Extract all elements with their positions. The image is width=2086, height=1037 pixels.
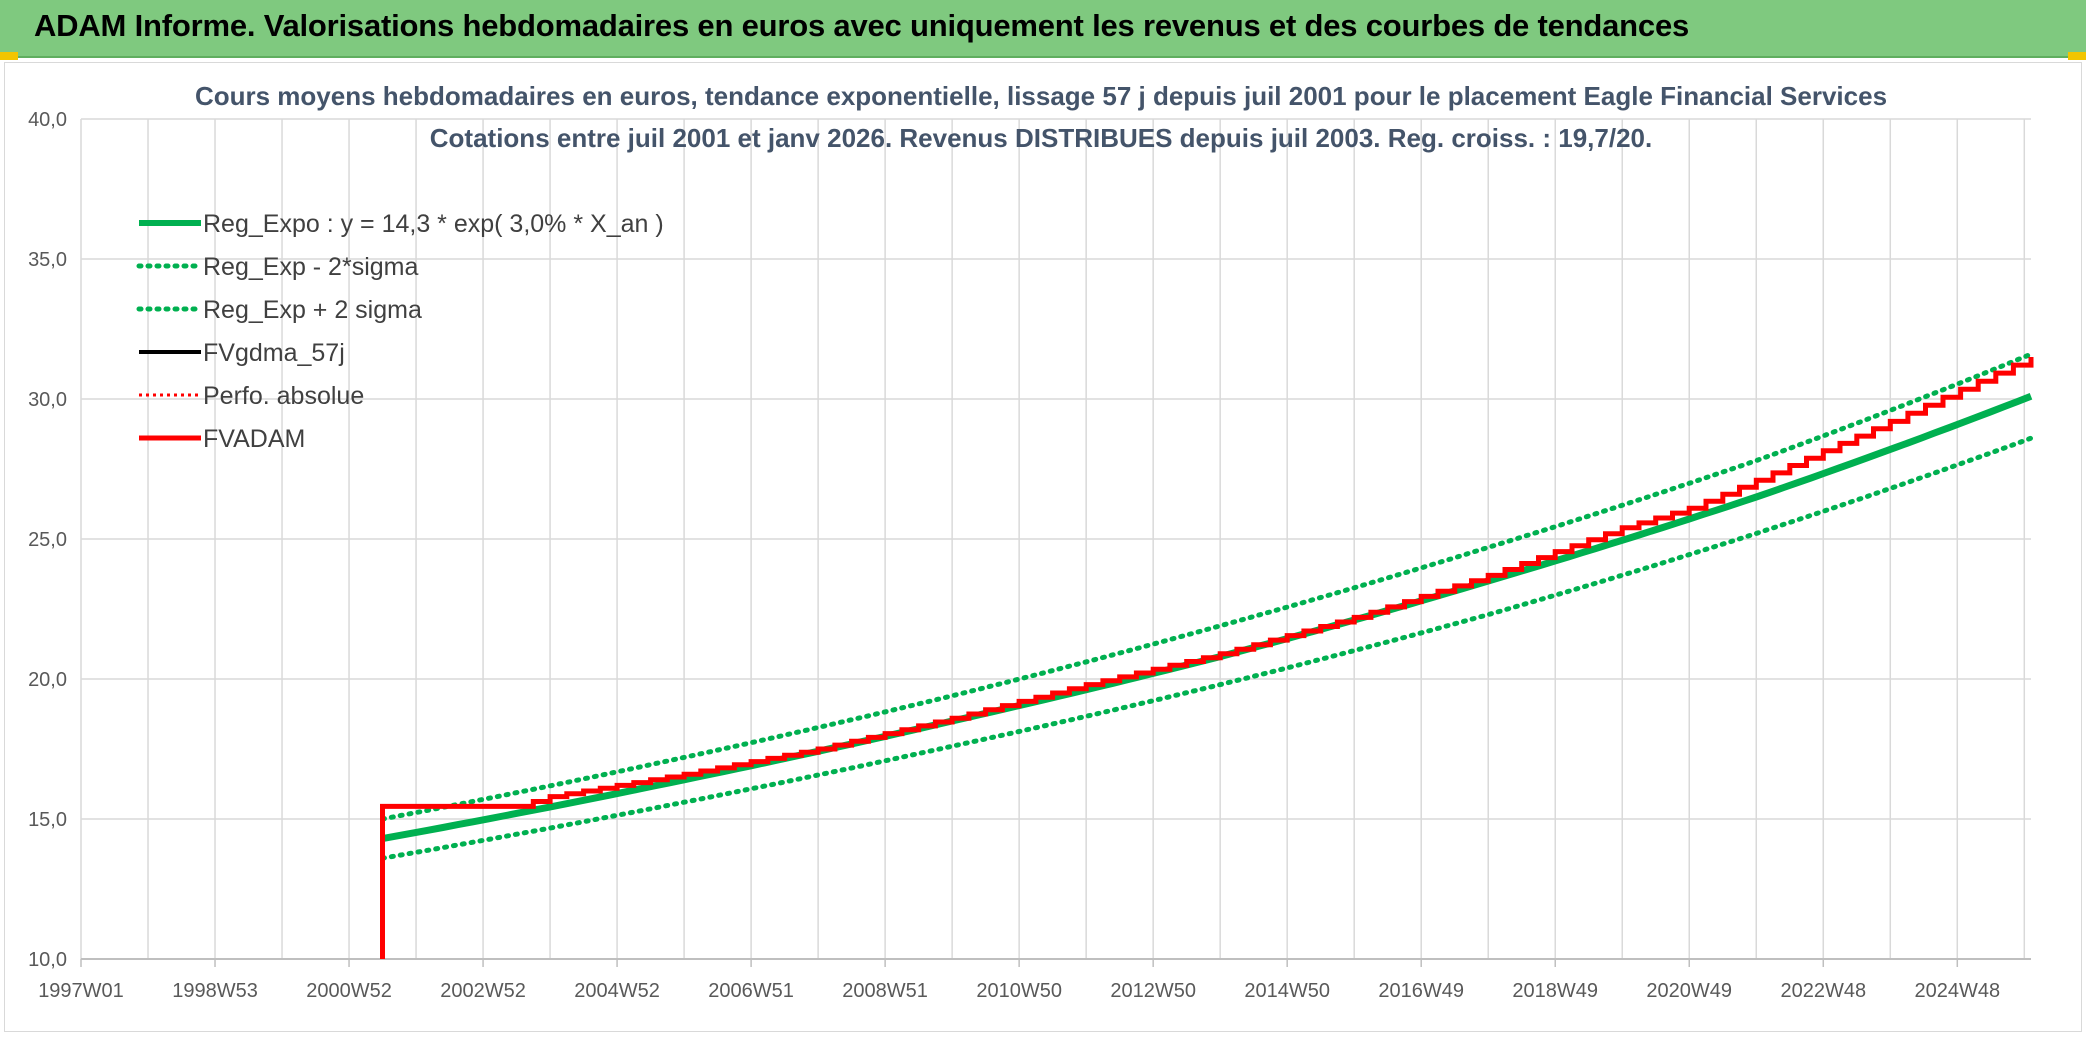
y-tick-label: 15,0 xyxy=(28,809,67,831)
report-header: ADAM Informe. Valorisations hebdomadaire… xyxy=(0,0,2086,58)
x-axis-ticks: 1997W01 1998W53 2000W52 2002W52 2004W52 2006W… xyxy=(38,959,2000,1002)
x-tick-label: 2024W48 xyxy=(1914,980,2000,1002)
legend: Reg_Expo : y = 14,3 * exp( 3,0% * X_an )… xyxy=(136,210,664,453)
x-tick-label: 2002W52 xyxy=(440,980,526,1002)
legend-label: Reg_Exp - 2*sigma xyxy=(203,253,418,281)
x-tick-label: 2006W51 xyxy=(708,980,794,1002)
series-layer xyxy=(380,351,2034,959)
x-tick-label: 2022W48 xyxy=(1780,980,1866,1002)
chart-area: 10,0 15,0 20,0 25,0 30,0 35,0 40,0 1997W01 1998… xyxy=(4,62,2082,1032)
legend-label: Reg_Exp + 2 sigma xyxy=(203,296,422,324)
y-axis-ticks: 10,0 15,0 20,0 25,0 30,0 35,0 40,0 xyxy=(28,109,67,971)
corner-marker-right xyxy=(2068,52,2086,60)
y-tick-label: 35,0 xyxy=(28,249,67,271)
legend-label: FVADAM xyxy=(203,425,305,453)
corner-marker-left xyxy=(0,52,18,60)
x-tick-label: 1998W53 xyxy=(172,980,258,1002)
legend-label: FVgdma_57j xyxy=(203,339,345,367)
legend-label: Reg_Expo : y = 14,3 * exp( 3,0% * X_an ) xyxy=(203,210,664,238)
x-tick-label: 2008W51 xyxy=(842,980,928,1002)
y-tick-label: 30,0 xyxy=(28,389,67,411)
series-line xyxy=(380,435,2034,861)
x-tick-label: 2004W52 xyxy=(574,980,660,1002)
chart-subtitle: Cotations entre juil 2001 et janv 2026. … xyxy=(430,123,1652,153)
x-tick-label: 2018W49 xyxy=(1512,980,1598,1002)
report-title: ADAM Informe. Valorisations hebdomadaire… xyxy=(34,8,1690,43)
series-line xyxy=(381,392,2033,843)
x-tick-label: 2020W49 xyxy=(1646,980,1732,1002)
y-tick-label: 20,0 xyxy=(28,669,67,691)
y-tick-label: 25,0 xyxy=(28,529,67,551)
legend-label: Perfo. absolue xyxy=(203,382,364,410)
y-tick-label: 40,0 xyxy=(28,109,67,131)
y-tick-label: 10,0 xyxy=(28,949,67,971)
x-tick-label: 2014W50 xyxy=(1244,980,1330,1002)
chart-title: Cours moyens hebdomadaires en euros, ten… xyxy=(195,81,1887,111)
x-tick-label: 2012W50 xyxy=(1110,980,1196,1002)
line-chart: 10,0 15,0 20,0 25,0 30,0 35,0 40,0 1997W01 1998… xyxy=(28,81,2034,1002)
x-tick-label: 2000W52 xyxy=(306,980,392,1002)
series-line xyxy=(380,357,2034,959)
x-tick-label: 2016W49 xyxy=(1378,980,1464,1002)
x-tick-label: 1997W01 xyxy=(38,980,124,1002)
x-tick-label: 2010W50 xyxy=(976,980,1062,1002)
series-line xyxy=(380,351,2034,822)
